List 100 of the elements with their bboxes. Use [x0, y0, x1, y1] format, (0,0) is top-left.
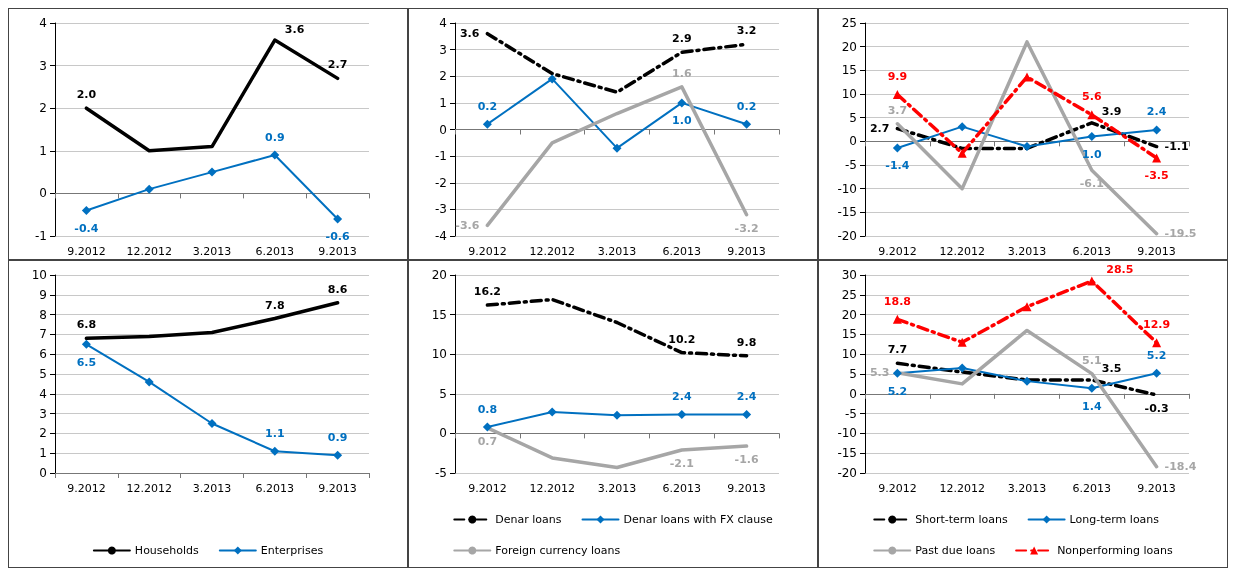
point	[207, 167, 217, 177]
point	[612, 410, 622, 420]
point	[892, 143, 902, 153]
x-tick-label: 3.2013	[597, 482, 637, 495]
data-label: 2.7	[869, 122, 890, 136]
data-label: -3.5	[1144, 169, 1169, 183]
y-tick-label: 20	[841, 307, 857, 322]
point	[547, 74, 557, 84]
x-tick-label: 9.2013	[1137, 245, 1176, 258]
data-label: 16.2	[473, 285, 501, 299]
legend-label: Long-term loans	[1069, 513, 1160, 526]
point	[1087, 383, 1097, 393]
x-tick-label: 6.2013	[1072, 245, 1112, 258]
y-tick-label: 15	[431, 307, 447, 322]
y-tick-label: -1	[435, 149, 447, 164]
x-tick-label: 9.2012	[878, 245, 917, 258]
data-label: 7.7	[887, 343, 908, 357]
data-label: 0.2	[477, 99, 498, 113]
data-label: -6.1	[1079, 177, 1104, 191]
y-tick-label: 3	[39, 406, 47, 421]
legend-label: Past due loans	[915, 544, 996, 557]
data-label: 2.4	[672, 389, 692, 403]
data-label: -1.4	[885, 159, 910, 173]
x-tick-label: 6.2013	[255, 482, 295, 495]
data-label: 6.5	[76, 355, 97, 369]
data-label: 2.7	[327, 58, 348, 72]
data-label: -2.1	[669, 457, 694, 471]
y-tick-label: 0	[439, 426, 447, 441]
y-tick-label: 9	[39, 287, 47, 302]
y-tick-label: 10	[431, 347, 447, 362]
point	[1022, 142, 1032, 152]
y-tick-label: -1	[35, 229, 47, 243]
data-label: 0.8	[477, 402, 498, 416]
y-tick-label: 2	[439, 69, 447, 84]
data-label: 0.2	[736, 99, 757, 113]
point	[957, 337, 967, 347]
y-tick-label: -10	[837, 181, 857, 196]
x-tick-label: 9.2013	[1137, 482, 1176, 495]
legend-label: Foreign currency loans	[495, 544, 621, 557]
data-label: 3.7	[887, 103, 908, 117]
y-tick-label: 15	[841, 63, 857, 78]
x-tick-label: 12.2012	[939, 482, 985, 495]
legend-label: Nonperforming loans	[1057, 544, 1173, 557]
point	[742, 119, 752, 129]
data-label: 3.5	[1101, 362, 1122, 376]
data-label: 2.4	[1146, 105, 1167, 119]
y-tick-label: 1	[439, 95, 447, 110]
data-label: 10.2	[668, 332, 696, 346]
data-label: -18.4	[1164, 460, 1197, 474]
y-tick-label: 4	[439, 16, 447, 30]
point	[957, 148, 967, 158]
point	[207, 419, 217, 428]
y-tick-label: 3	[439, 42, 447, 57]
x-tick-label: 9.2012	[67, 482, 106, 495]
y-tick-label: 2	[39, 426, 47, 441]
data-label: 3.2	[736, 24, 757, 38]
data-label: 3.9	[1101, 105, 1122, 119]
y-tick-label: 7	[39, 327, 47, 342]
data-label: 9.9	[887, 69, 908, 83]
legend-label: Enterprises	[260, 544, 324, 557]
legend-label: Denar loans	[495, 513, 562, 526]
x-tick-label: 9.2012	[878, 482, 917, 495]
x-tick-label: 12.2012	[529, 245, 575, 258]
x-tick-label: 6.2013	[662, 245, 702, 258]
point	[1022, 302, 1032, 312]
data-label: 1.0	[672, 114, 692, 128]
point	[333, 214, 343, 224]
y-tick-label: 1	[39, 143, 47, 158]
x-tick-label: 9.2013	[318, 245, 357, 258]
data-label: 2.0	[76, 88, 97, 102]
x-tick-label: 3.2013	[597, 245, 637, 258]
y-tick-label: -20	[837, 466, 857, 480]
y-tick-label: 30	[841, 268, 857, 282]
y-tick-label: 4	[39, 16, 47, 30]
x-tick-label: 12.2012	[939, 245, 985, 258]
y-tick-label: -10	[837, 426, 857, 441]
point	[482, 119, 492, 129]
point	[1087, 132, 1097, 142]
data-label: 28.5	[1106, 263, 1134, 277]
y-tick-label: 0	[439, 122, 447, 137]
data-label: 5.6	[1082, 90, 1102, 104]
x-tick-label: 6.2013	[255, 245, 295, 258]
data-label: 3.6	[284, 22, 305, 36]
point	[1022, 72, 1032, 82]
y-tick-label: -15	[837, 205, 857, 220]
y-tick-label: 0	[39, 466, 47, 480]
x-tick-label: 9.2013	[727, 245, 766, 258]
data-label: -19.5	[1164, 227, 1197, 241]
point	[677, 409, 687, 419]
point	[612, 143, 622, 153]
y-tick-label: 10	[841, 87, 857, 101]
data-label: 5.3	[869, 366, 890, 380]
data-label: 12.9	[1143, 318, 1171, 332]
point	[482, 422, 492, 432]
y-tick-label: 0	[849, 134, 857, 149]
y-tick-label: -3	[435, 202, 447, 217]
y-tick-label: -2	[435, 175, 447, 190]
x-tick-label: 3.2013	[192, 482, 232, 495]
data-label: 1.4	[1082, 399, 1102, 413]
y-tick-label: 25	[841, 287, 857, 302]
